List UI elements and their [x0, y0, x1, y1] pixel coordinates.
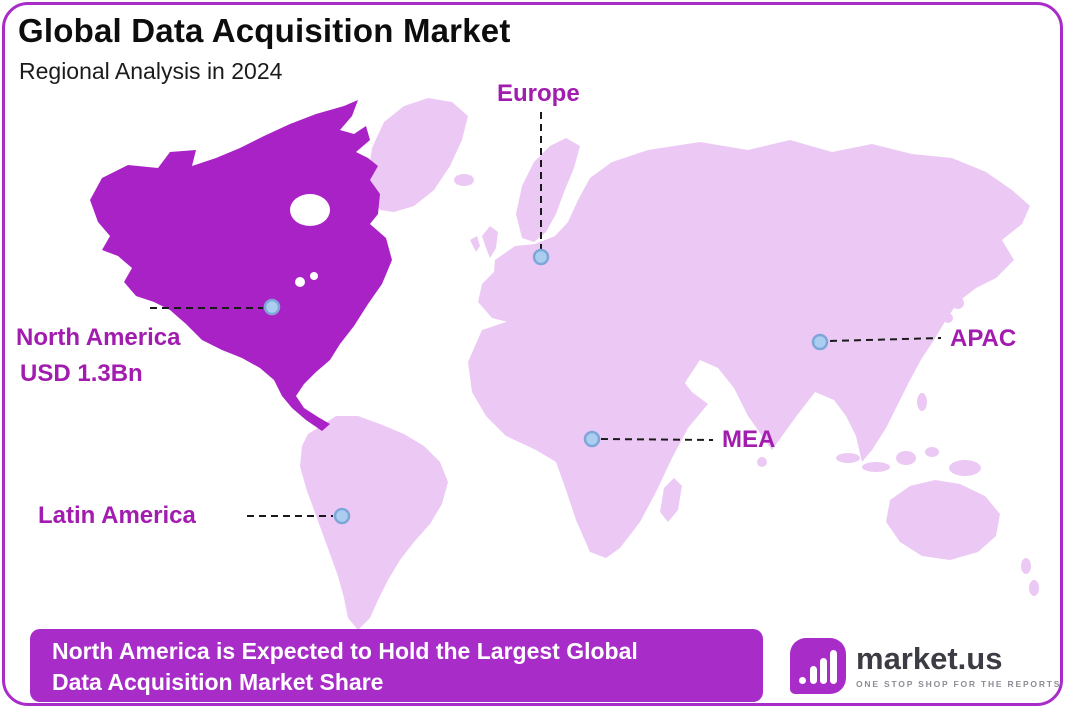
page-subtitle: Regional Analysis in 2024 — [19, 58, 283, 84]
logo-bar-medium — [820, 658, 827, 684]
apac-leader-line — [829, 337, 942, 342]
north-america-market-value: USD 1.3Bn — [20, 360, 143, 387]
region-japan-north — [947, 283, 957, 293]
region-new-guinea — [949, 460, 981, 476]
light-landmasses — [300, 98, 1039, 630]
logo-bar-short — [810, 666, 817, 684]
label-north-america: North America — [16, 324, 181, 351]
small-islands — [757, 283, 1039, 596]
page-title: Global Data Acquisition Market — [18, 12, 511, 49]
region-japan-south — [943, 313, 953, 323]
label-europe: Europe — [497, 80, 580, 107]
latin-america-marker-dot — [333, 507, 351, 525]
logo-dot — [799, 677, 806, 684]
region-japan-main — [952, 297, 964, 309]
mea-marker-dot — [583, 430, 601, 448]
region-new-zealand-north — [1021, 558, 1031, 574]
leader-lines — [150, 112, 942, 517]
north-america-marker-dot — [263, 298, 281, 316]
region-south-america — [300, 416, 448, 630]
bottom-banner: North America is Expected to Hold the La… — [30, 629, 763, 702]
label-apac: APAC — [950, 325, 1017, 352]
banner-line2: Data Acquisition Market Share — [52, 669, 384, 695]
region-philippines — [917, 393, 927, 411]
logo-text-block: market.us ONE STOP SHOP FOR THE REPORTS — [856, 643, 1061, 689]
label-mea: MEA — [722, 426, 776, 453]
region-greenland — [368, 98, 468, 212]
region-madagascar — [660, 478, 682, 522]
region-australia — [886, 480, 1000, 560]
region-sulawesi — [925, 447, 939, 457]
hudson-bay — [290, 194, 330, 226]
great-lake-west — [295, 277, 305, 287]
region-ireland — [470, 236, 480, 252]
region-iceland — [454, 174, 474, 186]
marketus-logo-icon — [790, 638, 846, 694]
region-uk — [482, 226, 498, 258]
logo-tagline: ONE STOP SHOP FOR THE REPORTS — [856, 679, 1062, 689]
marketus-logo: market.us ONE STOP SHOP FOR THE REPORTS — [790, 638, 1061, 694]
region-scandinavia — [516, 138, 580, 242]
europe-marker-dot — [532, 248, 550, 266]
region-borneo — [896, 451, 916, 465]
banner-line1: North America is Expected to Hold the La… — [52, 638, 638, 664]
map-markers — [263, 248, 829, 525]
logo-name: market.us — [856, 641, 1003, 676]
mea-leader-line — [600, 438, 714, 441]
region-north-america — [90, 100, 392, 431]
logo-bar-tall — [830, 650, 837, 684]
region-new-zealand-south — [1029, 580, 1039, 596]
region-java — [862, 462, 890, 472]
region-sri-lanka — [757, 457, 767, 467]
region-sumatra — [836, 453, 860, 463]
apac-marker-dot — [811, 333, 829, 351]
great-lake-east — [310, 272, 318, 280]
label-latin-america: Latin America — [38, 502, 196, 529]
region-eurasia — [478, 140, 1030, 462]
